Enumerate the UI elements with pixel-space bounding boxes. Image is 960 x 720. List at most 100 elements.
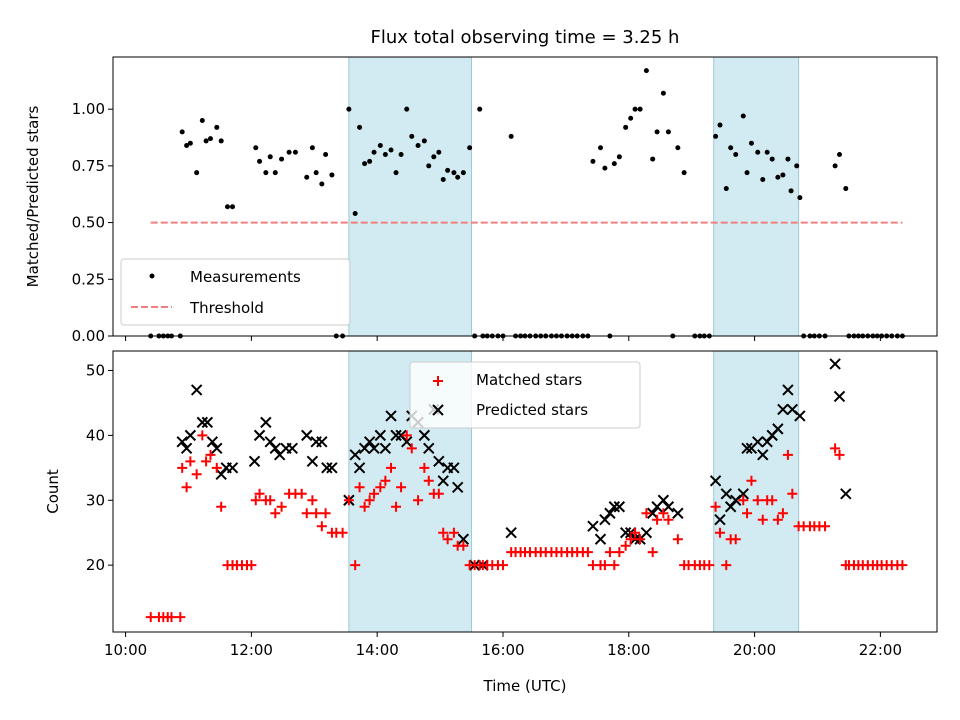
measurement-point — [451, 170, 457, 176]
matched-point — [830, 443, 841, 454]
x-tick-label: 22:00 — [859, 641, 902, 659]
matched-point — [620, 540, 631, 551]
predicted-point — [226, 462, 239, 474]
legend-marker-x — [432, 404, 444, 416]
predicted-point — [385, 410, 397, 422]
measurement-point — [837, 152, 843, 158]
predicted-point — [437, 475, 449, 487]
matched-point — [391, 501, 402, 512]
measurement-point — [371, 149, 377, 155]
predicted-point — [379, 442, 392, 455]
measurement-point — [382, 152, 388, 158]
measurement-point — [611, 161, 617, 167]
matched-point — [301, 508, 312, 519]
predicted-point — [505, 527, 517, 539]
measurement-point — [775, 174, 781, 180]
predicted-point — [741, 442, 753, 455]
measurement-point — [740, 113, 746, 119]
matched-point — [730, 534, 741, 545]
predicted-point — [829, 358, 841, 370]
matched-point — [497, 560, 508, 571]
matched-point — [320, 508, 331, 519]
predicted-point — [206, 436, 219, 448]
measurement-point — [660, 90, 666, 96]
x-tick-label: 18:00 — [607, 641, 650, 659]
y-tick-label: 1.00 — [72, 100, 105, 118]
measurement-point — [313, 170, 319, 176]
measurement-point — [717, 122, 723, 128]
predicted-point — [180, 442, 193, 455]
matched-point — [276, 501, 287, 512]
predicted-point — [720, 488, 732, 500]
legend: Measurements Threshold — [120, 258, 351, 326]
predicted-point — [248, 455, 261, 468]
x-tick-label: 12:00 — [230, 641, 273, 659]
measurement-point — [623, 124, 629, 130]
matched-point — [582, 547, 593, 558]
ratio-panel: 0.00 0.25 0.50 0.75 1.00 Flux total observin… — [24, 27, 938, 345]
x-tick-label: 10:00 — [104, 641, 147, 659]
predicted-point — [761, 436, 773, 448]
matched-point — [609, 560, 620, 571]
measurement-point — [436, 149, 442, 155]
predicted-point — [737, 488, 749, 500]
matched-point — [658, 508, 669, 519]
predicted-point — [587, 520, 599, 532]
measurement-point — [421, 138, 427, 144]
predicted-point — [833, 390, 846, 403]
x-axis-label: Time (UTC) — [483, 677, 567, 695]
matched-point — [265, 495, 276, 506]
matched-point — [307, 495, 318, 506]
measurement-point — [187, 140, 193, 146]
predicted-point — [321, 462, 333, 474]
predicted-point — [457, 533, 470, 545]
y-tick-label: 0.50 — [72, 214, 105, 232]
predicted-point — [619, 527, 632, 539]
matched-point — [635, 534, 646, 545]
matched-point — [316, 521, 327, 532]
matched-point — [423, 475, 434, 486]
measurement-point — [214, 124, 220, 130]
measurement-point — [323, 152, 329, 158]
matched-point — [359, 501, 370, 512]
matched-point — [641, 508, 652, 519]
predicted-point — [390, 429, 402, 442]
measurement-point — [477, 106, 483, 112]
legend-label-predicted: Predicted stars — [476, 401, 588, 419]
measurement-point — [723, 186, 729, 192]
measurement-point — [286, 149, 292, 155]
measurement-point — [194, 170, 200, 176]
matched-point — [448, 527, 459, 538]
measurement-point — [253, 145, 259, 151]
count-panel: 20 30 40 50 10:00 12:00 14:00 16:00 18:00 20:00 2… — [44, 350, 938, 695]
matched-point — [433, 488, 444, 499]
measurement-point — [263, 170, 269, 176]
measurement-point — [460, 170, 466, 176]
matched-point — [604, 547, 615, 558]
predicted-point — [301, 429, 313, 442]
matched-point — [767, 495, 778, 506]
measurement-point — [199, 118, 205, 124]
predicted-point — [599, 514, 611, 526]
measurement-point — [665, 129, 671, 135]
measurement-point — [785, 156, 791, 162]
predicted-point — [752, 436, 764, 448]
predicted-point — [709, 475, 722, 487]
matched-point — [413, 495, 424, 506]
measurement-point — [681, 170, 687, 176]
matched-point — [752, 495, 763, 506]
matched-point — [177, 462, 188, 473]
predicted-point — [211, 442, 223, 455]
matched-point — [216, 501, 227, 512]
legend: Matched stars Predicted stars — [409, 361, 641, 429]
matched-point — [672, 534, 683, 545]
predicted-point — [260, 416, 272, 429]
matched-point — [185, 456, 196, 467]
measurement-point — [728, 145, 734, 151]
legend-box — [120, 258, 351, 326]
predicted-point — [358, 442, 371, 455]
predicted-point — [757, 449, 769, 461]
matched-point — [375, 482, 386, 493]
matched-point — [250, 495, 261, 506]
predicted-point — [640, 527, 653, 539]
